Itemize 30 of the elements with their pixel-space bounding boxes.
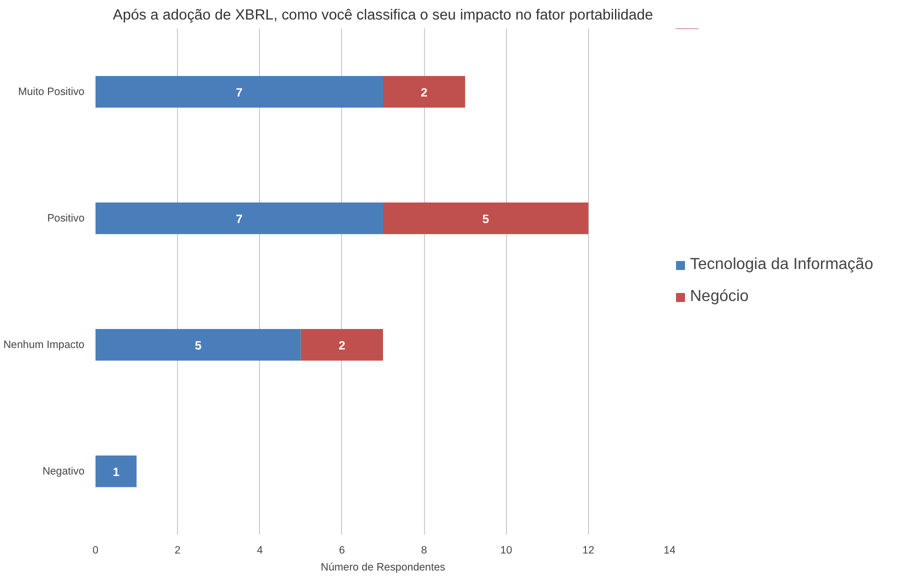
- bar: [96, 455, 137, 488]
- y-tick-label: Negativo: [42, 465, 85, 478]
- chart-title: Após a adoção de XBRL, como você classifica o seu impacto no fator portabilidade: [112, 8, 654, 24]
- x-axis-title: Número de Respondentes: [320, 562, 446, 574]
- data-label: 5: [194, 338, 202, 352]
- data-label: 2: [338, 338, 346, 352]
- data-label: 2: [420, 85, 428, 100]
- bar: [96, 76, 383, 108]
- bar: [96, 202, 383, 234]
- bar: [300, 328, 383, 361]
- x-tick-label: 6: [338, 544, 345, 556]
- data-label: 1: [112, 464, 120, 479]
- bar: [96, 328, 301, 361]
- x-tick-label: 10: [500, 544, 512, 556]
- data-label: 5: [482, 212, 490, 226]
- data-label: 7: [236, 212, 243, 226]
- y-tick-label: Positivo: [47, 212, 85, 224]
- x-tick-label: 0: [92, 544, 99, 556]
- legend-label: Tecnologia da Informação: [690, 256, 874, 274]
- x-tick-label: 2: [174, 544, 181, 556]
- y-tick-label: Nenhum Impacto: [3, 338, 85, 351]
- x-tick-label: 4: [256, 544, 263, 556]
- bar: [383, 76, 466, 108]
- legend-label: Negócio: [690, 288, 749, 306]
- y-tick-label: Muito Positivo: [18, 86, 85, 98]
- x-tick-label: 14: [664, 544, 676, 556]
- x-tick-label: 8: [421, 544, 428, 556]
- data-label: 7: [236, 85, 243, 100]
- bar: [383, 202, 588, 234]
- x-tick-label: 12: [582, 544, 594, 556]
